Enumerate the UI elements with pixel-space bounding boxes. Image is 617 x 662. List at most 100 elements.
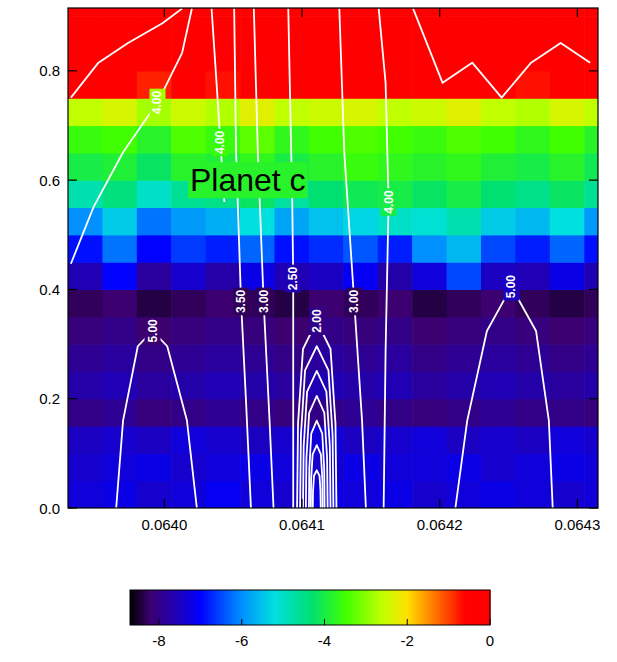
heatmap-cell xyxy=(550,426,585,454)
heatmap-cell xyxy=(240,16,275,44)
contour-label: 5.00 xyxy=(146,319,160,343)
heatmap-cell xyxy=(343,453,378,481)
heatmap-cell xyxy=(171,481,206,508)
heatmap-cell xyxy=(584,71,598,99)
x-tick xyxy=(301,499,302,508)
heatmap-cell xyxy=(171,262,206,290)
heatmap-cell xyxy=(515,180,550,208)
contour-label-patch xyxy=(285,265,301,293)
x-tick xyxy=(439,499,440,508)
heatmap-cell xyxy=(309,207,344,235)
heatmap-cell xyxy=(378,426,413,454)
heatmap-cell xyxy=(309,44,344,72)
heatmap-cell xyxy=(102,98,137,126)
colorbar-frame xyxy=(130,590,490,625)
contour-label-patch xyxy=(149,89,165,117)
heatmap-cell xyxy=(481,16,516,44)
heatmap-cell xyxy=(447,399,482,427)
heatmap-cell xyxy=(68,153,103,181)
heatmap-cell xyxy=(343,153,378,181)
contour-line xyxy=(413,9,590,98)
heatmap-cell xyxy=(102,8,137,17)
contour-label-group: 2.50 xyxy=(285,265,301,293)
heatmap-cell xyxy=(240,44,275,72)
heatmap-cell xyxy=(309,180,344,208)
heatmap-cell xyxy=(584,399,598,427)
contour-label-patch xyxy=(145,317,161,345)
heatmap-cell xyxy=(515,98,550,126)
heatmap-cell xyxy=(68,8,103,17)
heatmap-cell xyxy=(550,180,585,208)
colorbar-tick xyxy=(158,619,159,625)
heatmap-cell xyxy=(240,453,275,481)
heatmap-cell xyxy=(378,262,413,290)
heatmap-cell xyxy=(206,399,241,427)
heatmap-cell xyxy=(447,98,482,126)
heatmap-cell xyxy=(206,262,241,290)
heatmap-cell xyxy=(378,453,413,481)
heatmap-cell xyxy=(447,207,482,235)
heatmap-cell xyxy=(240,317,275,345)
heatmap-cell xyxy=(412,371,447,399)
heatmap-cell xyxy=(481,125,516,153)
heatmap-cell xyxy=(171,399,206,427)
heatmap-cell xyxy=(447,289,482,317)
heatmap-cell xyxy=(447,344,482,372)
colorbar-tick-label: -8 xyxy=(152,632,165,649)
heatmap-cell xyxy=(102,207,137,235)
heatmap-cell xyxy=(584,235,598,263)
heatmap-cell xyxy=(481,235,516,263)
heatmap-cell xyxy=(447,180,482,208)
heatmap-cell xyxy=(137,44,172,72)
heatmap-cell xyxy=(412,44,447,72)
contour-line xyxy=(71,9,192,264)
heatmap-cell xyxy=(584,153,598,181)
heatmap-cell xyxy=(515,8,550,17)
plot-area xyxy=(68,8,598,508)
heatmap-cell xyxy=(171,98,206,126)
heatmap-cell xyxy=(102,235,137,263)
heatmap-cell xyxy=(343,426,378,454)
heatmap-cell xyxy=(515,207,550,235)
heatmap-cell xyxy=(378,289,413,317)
heatmap-cell xyxy=(343,317,378,345)
heatmap-cell xyxy=(343,8,378,17)
contour-label-group: 5.00 xyxy=(145,317,161,345)
heatmap-cell xyxy=(584,16,598,44)
heatmap-cell xyxy=(447,8,482,17)
annotation: Planet c xyxy=(190,162,306,198)
heatmap-cell xyxy=(584,371,598,399)
heatmap-cell xyxy=(412,426,447,454)
colorbar-tick-label: -4 xyxy=(318,632,331,649)
heatmap-cell xyxy=(240,71,275,99)
contour-line xyxy=(300,346,333,508)
heatmap-cell xyxy=(550,317,585,345)
heatmap-cell xyxy=(206,426,241,454)
heatmap-cell xyxy=(68,371,103,399)
contour-line xyxy=(297,321,336,508)
heatmap-cell xyxy=(515,453,550,481)
contour-label-patch xyxy=(309,307,325,335)
heatmap-cell xyxy=(137,153,172,181)
heatmap-cell xyxy=(447,125,482,153)
contour-label: 4.00 xyxy=(150,91,164,115)
heatmap-cell xyxy=(412,317,447,345)
contour-label-patch xyxy=(256,288,272,316)
heatmap-cell xyxy=(137,180,172,208)
heatmap-cell xyxy=(550,399,585,427)
heatmap-cell xyxy=(481,344,516,372)
heatmap-cell xyxy=(274,16,309,44)
contour-label-patch xyxy=(381,188,397,216)
heatmap-cell xyxy=(137,453,172,481)
heatmap-cell xyxy=(68,16,103,44)
contour-label: 4.00 xyxy=(382,190,396,214)
heatmap-cell xyxy=(102,399,137,427)
y-tick-right xyxy=(589,398,598,399)
contour-label: 4.00 xyxy=(213,130,227,154)
heatmap-cell xyxy=(550,481,585,508)
heatmap-cell xyxy=(447,71,482,99)
heatmap-cell xyxy=(550,125,585,153)
plot-frame xyxy=(68,8,598,508)
heatmap-cell xyxy=(550,262,585,290)
heatmap-cell xyxy=(137,317,172,345)
